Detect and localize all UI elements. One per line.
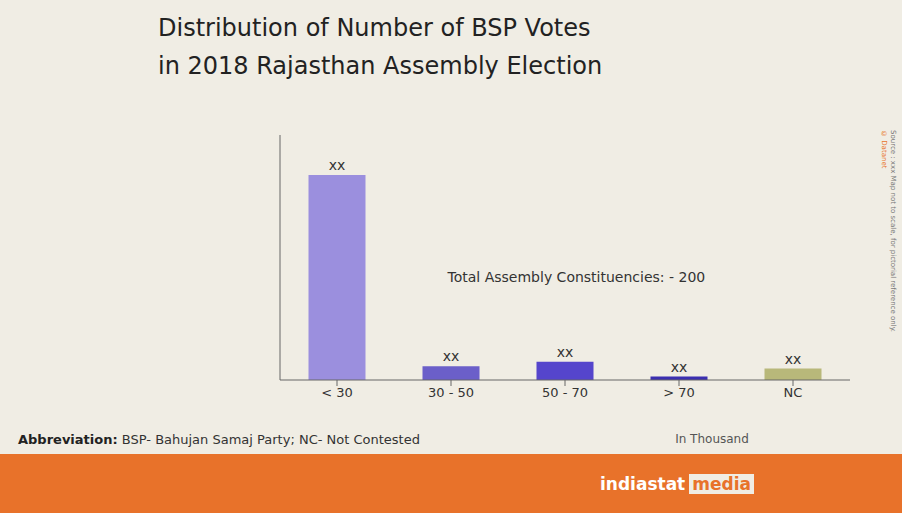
svg-text:< 30: < 30: [321, 385, 353, 400]
html-text:indiastat media: indiastat media: [600, 473, 751, 494]
svg-text:xx: xx: [671, 359, 688, 375]
svg-text:> 70: > 70: [663, 385, 695, 400]
svg-text:xx: xx: [785, 351, 802, 367]
html-text:Abbreviation: BSP- Bahujan Sam: Abbreviation: BSP- Bahujan Samaj Party; …: [18, 432, 420, 447]
html-text:in 2018 Rajasthan Assembly Ele: in 2018 Rajasthan Assembly Election: [158, 52, 603, 80]
svg-text:50 - 70: 50 - 70: [542, 385, 588, 400]
svg-text:30 - 50: 30 - 50: [428, 385, 474, 400]
html-text:In Thousand: In Thousand: [675, 432, 749, 446]
svg-text:xx: xx: [557, 344, 574, 360]
html-text:Source : xxx Map not to scale,: Source : xxx Map not to scale, for picto…: [889, 130, 897, 332]
svg-text:xx: xx: [443, 348, 460, 364]
html-text:Total Assembly Constituencies:: Total Assembly Constituencies: - 200: [447, 269, 706, 286]
html-text:Distribution of Number of BSP: Distribution of Number of BSP Votes: [158, 14, 591, 42]
svg-text:xx: xx: [329, 157, 346, 173]
svg-text:NC: NC: [784, 385, 803, 400]
html-text:© Datanet: © Datanet: [880, 130, 888, 169]
